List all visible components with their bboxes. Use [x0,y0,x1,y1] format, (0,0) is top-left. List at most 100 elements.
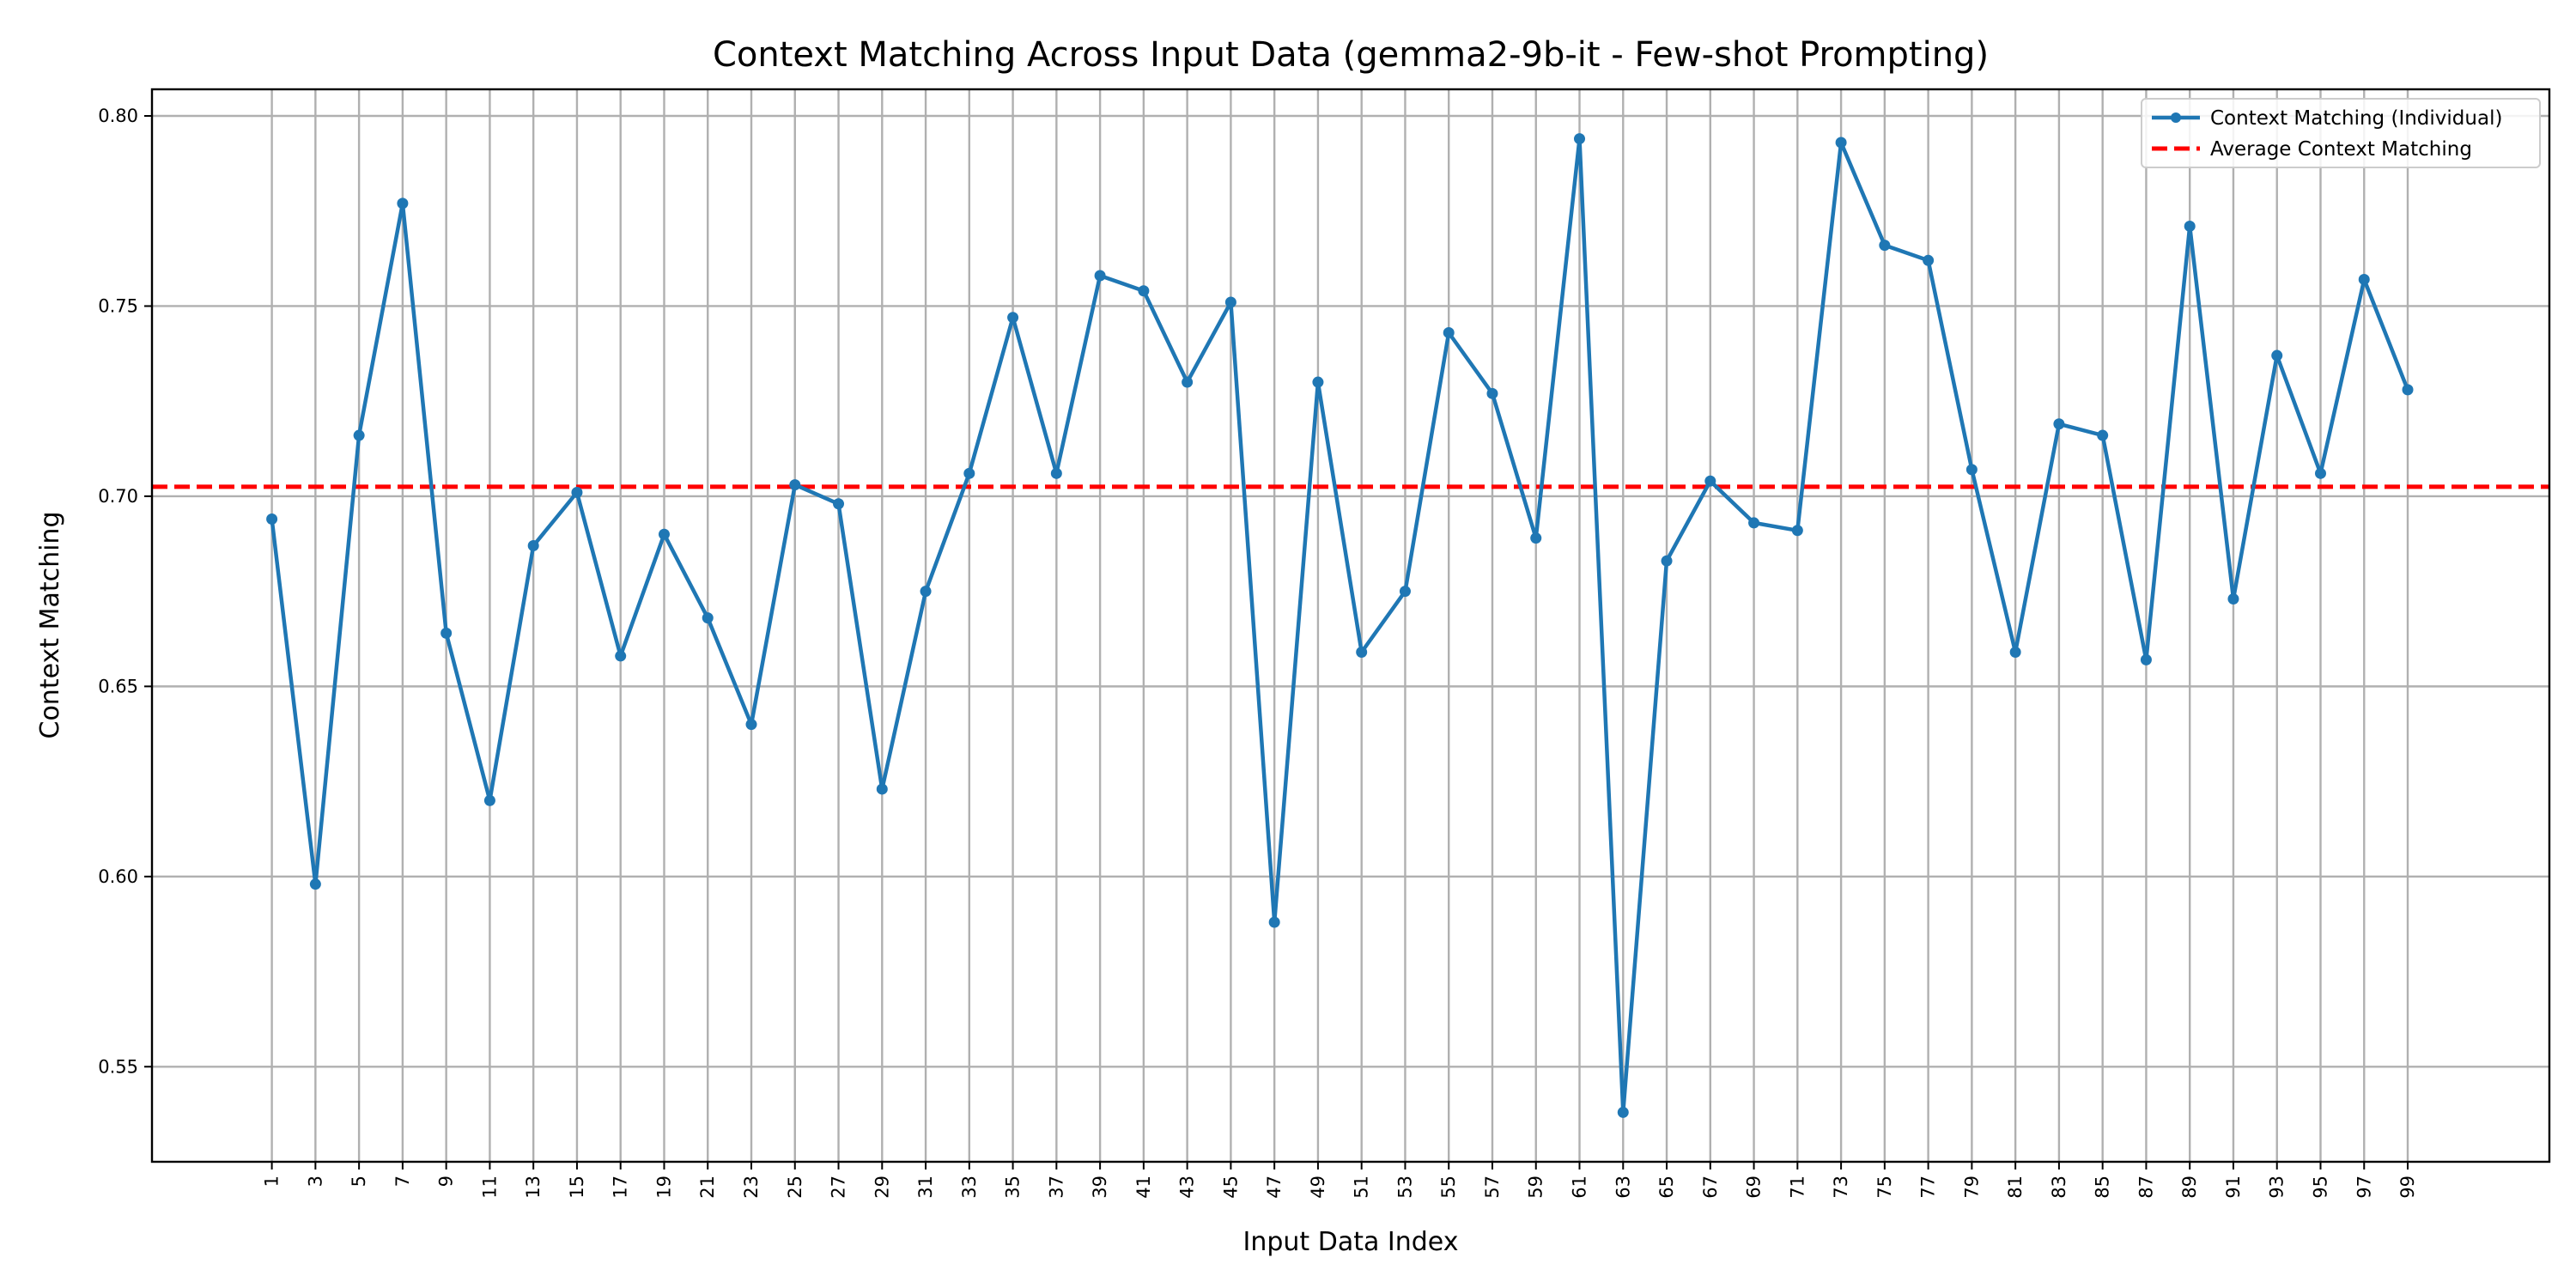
data-point [1704,475,1716,487]
x-tick-label: 97 [2354,1176,2374,1199]
x-tick-label: 75 [1874,1176,1895,1199]
y-axis: 0.55 0.60 0.65 0.70 0.75 0.80 [98,106,152,1077]
data-point [702,612,714,624]
data-point [2314,467,2326,479]
x-tick-label: 35 [1003,1176,1024,1199]
x-tick-label: 19 [653,1176,674,1199]
x-tick-label: 21 [697,1176,718,1199]
x-tick-label: 31 [915,1176,936,1199]
chart-title: Context Matching Across Input Data (gemm… [713,35,1989,75]
data-point [1399,586,1411,598]
data-point [1312,376,1324,388]
x-axis-label: Input Data Index [1243,1227,1459,1257]
data-point [1965,464,1978,476]
x-tick-label: 77 [1918,1176,1939,1199]
series-layer [266,133,2414,1118]
y-tick-label: 0.70 [98,486,138,507]
x-tick-label: 93 [2267,1176,2287,1199]
data-point [2227,592,2239,605]
x-tick-label: 67 [1700,1176,1721,1199]
series-line-individual [270,137,2410,1115]
x-tick-label: 45 [1220,1176,1241,1199]
data-point [1748,517,1760,529]
data-point [2184,220,2196,232]
x-axis: 1 3 5 7 9 11 13 15 17 19 21 23 25 27 29 31 33 35 37 39 41 43 4… [262,1162,2418,1199]
data-point [615,650,627,662]
data-point [833,498,845,510]
data-point [2271,349,2283,361]
data-point [1835,137,1847,149]
x-tick-label: 71 [1787,1176,1807,1199]
legend-box [2141,98,2541,168]
x-tick-label: 51 [1352,1176,1372,1199]
data-point [2140,653,2152,665]
y-tick-label: 0.60 [98,866,138,887]
legend-label-average: Average Context Matching [2210,138,2472,161]
x-tick-label: 41 [1133,1176,1154,1199]
data-point [2402,384,2414,396]
x-tick-label: 7 [392,1176,413,1187]
x-tick-label: 63 [1613,1176,1633,1199]
x-tick-label: 23 [741,1176,762,1199]
data-point [2097,429,2109,441]
y-tick-label: 0.75 [98,295,138,316]
x-tick-label: 79 [1961,1176,1982,1199]
y-tick-label: 0.55 [98,1056,138,1077]
x-tick-label: 11 [479,1176,500,1199]
data-point [353,429,365,441]
x-tick-label: 69 [1744,1176,1765,1199]
x-tick-label: 89 [2179,1176,2200,1199]
x-tick-label: 61 [1570,1176,1590,1199]
data-point [1050,467,1062,479]
x-tick-label: 87 [2136,1176,2156,1199]
x-tick-label: 3 [305,1176,325,1187]
data-point [2053,418,2065,430]
grid [152,89,2549,1162]
x-tick-label: 1 [262,1176,283,1187]
x-tick-label: 13 [523,1176,544,1199]
data-point [309,878,321,890]
x-tick-label: 17 [611,1176,631,1199]
x-tick-label: 73 [1831,1176,1851,1199]
data-point [1617,1106,1629,1118]
x-tick-label: 85 [2093,1176,2113,1199]
data-point [1574,133,1586,145]
x-tick-label: 29 [872,1176,892,1199]
y-tick-label: 0.65 [98,676,138,696]
data-point [2009,647,2021,659]
plot-frame [150,88,2551,1163]
data-point [1923,254,1935,266]
x-tick-label: 81 [2005,1176,2026,1199]
x-tick-label: 47 [1264,1176,1285,1199]
data-point [2358,273,2370,285]
y-tick-label: 0.80 [98,106,138,126]
data-point [440,627,453,639]
data-point [1791,525,1803,537]
data-point [1182,376,1194,388]
x-tick-label: 43 [1177,1176,1198,1199]
data-point [658,528,670,540]
data-point [1486,387,1498,399]
data-point [266,513,278,525]
data-point [1094,270,1106,282]
data-point [789,479,801,491]
data-point [963,467,975,479]
x-tick-label: 5 [349,1176,369,1187]
data-point [1224,296,1236,308]
x-tick-label: 33 [959,1176,980,1199]
legend: Context Matching (Individual) Average Co… [2141,98,2541,168]
data-point [1661,555,1673,567]
data-point [1138,285,1150,297]
x-tick-label: 25 [785,1176,805,1199]
legend-marker-individual [2171,112,2181,123]
x-tick-label: 53 [1394,1176,1415,1199]
x-tick-label: 27 [829,1176,849,1199]
data-point [745,719,757,731]
x-tick-label: 15 [567,1176,587,1199]
data-point [1879,240,1891,252]
data-point [483,794,495,806]
data-point [876,783,888,795]
data-point [1443,326,1455,338]
data-point [920,586,932,598]
